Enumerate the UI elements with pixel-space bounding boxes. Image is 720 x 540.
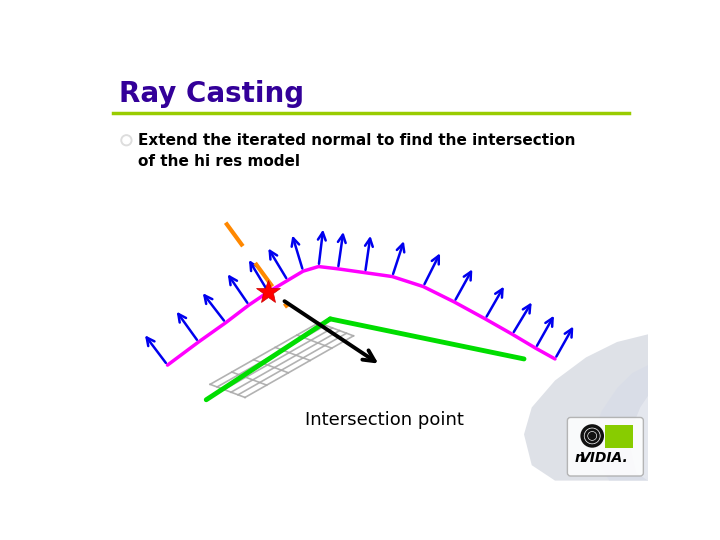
- Text: Extend the iterated normal to find the intersection
of the hi res model: Extend the iterated normal to find the i…: [138, 132, 575, 168]
- Text: Ray Casting: Ray Casting: [120, 80, 305, 108]
- Text: n: n: [575, 451, 584, 465]
- Circle shape: [590, 434, 594, 438]
- FancyBboxPatch shape: [605, 425, 632, 448]
- FancyBboxPatch shape: [567, 417, 644, 476]
- Circle shape: [123, 137, 130, 144]
- Polygon shape: [594, 365, 648, 481]
- Circle shape: [121, 135, 132, 146]
- Text: Intersection point: Intersection point: [305, 411, 464, 429]
- Polygon shape: [524, 334, 648, 481]
- Polygon shape: [631, 396, 648, 481]
- Text: VIDIA.: VIDIA.: [580, 451, 629, 465]
